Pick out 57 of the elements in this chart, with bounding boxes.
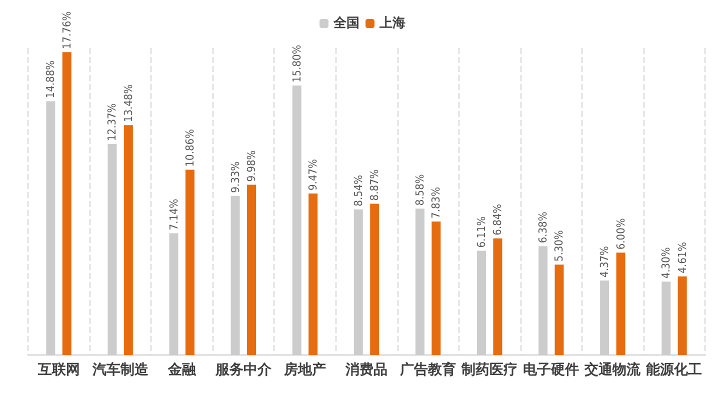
x-tick-label: 广告教育 (399, 361, 456, 378)
x-tick-label: 服务中介 (214, 362, 272, 378)
data-label: 4.30% (660, 247, 673, 279)
data-label: 7.14% (167, 198, 180, 230)
x-tick-label: 能源化工 (646, 362, 702, 378)
data-label: 9.98% (245, 150, 258, 182)
bar (354, 209, 363, 355)
bar (169, 233, 178, 355)
bar (62, 52, 72, 355)
bar (476, 250, 486, 355)
bar (432, 221, 441, 355)
bar (185, 170, 194, 355)
bar (292, 86, 302, 355)
bar (678, 276, 687, 355)
data-label: 9.33% (228, 161, 242, 193)
x-tick-label: 电子硬件 (523, 362, 580, 378)
x-tick-label: 消费品 (344, 362, 388, 378)
x-tick-label: 交通物流 (584, 361, 642, 378)
data-label: 6.38% (536, 212, 550, 244)
data-label: 7.83% (430, 187, 443, 218)
data-label: 6.00% (614, 218, 628, 250)
x-tick-label: 房地产 (282, 361, 326, 378)
bar (308, 193, 318, 355)
data-label: 4.37% (598, 246, 612, 278)
data-label: 13.48% (122, 84, 135, 122)
bar (108, 144, 117, 355)
bar (554, 264, 564, 355)
data-label: 8.54% (352, 174, 365, 206)
bar (493, 238, 502, 355)
data-label: 8.87% (368, 169, 382, 201)
data-label: 6.11% (474, 216, 488, 248)
bar (46, 101, 56, 355)
data-label: 15.80% (290, 44, 304, 83)
data-label: 6.84% (491, 204, 504, 236)
data-label: 14.88% (44, 60, 58, 98)
x-tick-label: 金融 (166, 362, 197, 378)
bar (616, 252, 626, 355)
legend-label: 上海 (378, 16, 406, 31)
bar (124, 125, 133, 355)
data-label: 17.76% (60, 11, 74, 50)
data-label: 9.47% (306, 159, 320, 190)
bar (415, 208, 424, 355)
bar (370, 204, 380, 355)
data-label: 5.30% (552, 230, 566, 262)
data-label: 4.61% (676, 242, 689, 274)
data-label: 8.58% (413, 174, 426, 206)
bar (662, 282, 671, 355)
bar (247, 184, 256, 355)
data-label: 10.86% (183, 129, 196, 167)
bar (230, 196, 240, 355)
bar (600, 280, 610, 355)
x-tick-label: 汽车制造 (91, 361, 150, 378)
legend-label: 全国 (332, 16, 360, 31)
x-tick-label: 互联网 (36, 362, 80, 378)
bar (538, 246, 548, 355)
x-tick-label: 制药医疗 (460, 361, 518, 378)
data-label: 12.37% (106, 103, 119, 142)
